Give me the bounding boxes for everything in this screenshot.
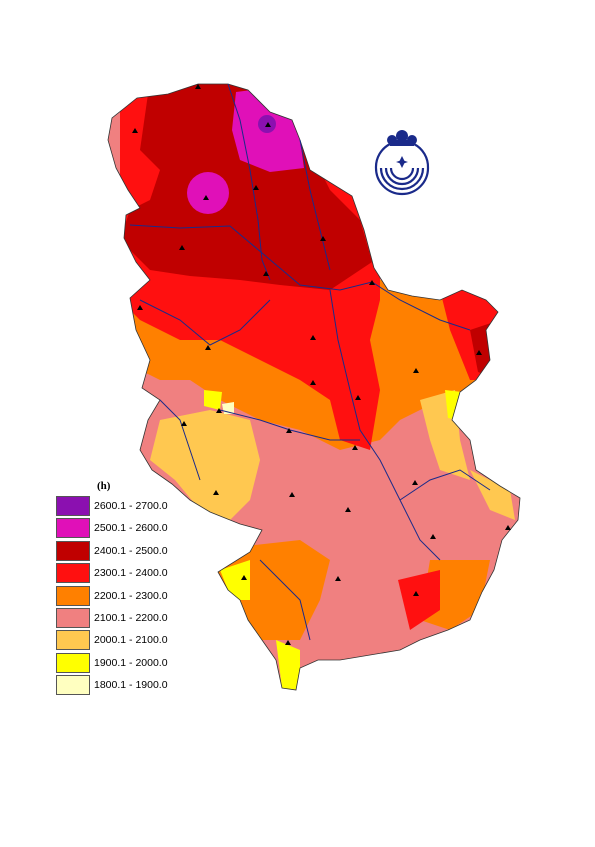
zone-1900-2000-southwest: [220, 560, 250, 600]
legend-swatch: [56, 675, 90, 696]
station-triangle-icon: [195, 84, 201, 89]
legend-label: 2000.1 - 2100.0: [94, 634, 168, 647]
legend-swatch: [56, 585, 90, 606]
legend-label: 2400.1 - 2500.0: [94, 544, 168, 557]
station-triangle-icon: [289, 492, 295, 497]
legend-item: 2200.1 - 2300.0: [56, 585, 196, 608]
station-triangle-icon: [310, 335, 316, 340]
station-triangle-icon: [352, 445, 358, 450]
station-triangle-icon: [430, 534, 436, 539]
legend-label: 2100.1 - 2200.0: [94, 612, 168, 624]
zone-2000-2100-west: [150, 410, 260, 520]
station-triangle-icon: [476, 350, 482, 355]
legend-swatch: [56, 652, 90, 673]
station-triangle-icon: [413, 591, 419, 596]
legend-unit: (h): [97, 480, 111, 492]
station-triangle-icon: [213, 490, 219, 495]
station-triangle-icon: [345, 507, 351, 512]
legend-swatch: [56, 608, 90, 628]
station-triangle-icon: [203, 195, 209, 200]
zone-2300-2400-south: [398, 570, 440, 630]
legend-swatch: [56, 518, 90, 539]
station-triangle-icon: [205, 345, 211, 350]
station-triangle-icon: [310, 380, 316, 385]
station-triangle-icon: [241, 575, 247, 580]
stations: [132, 84, 511, 645]
river-danube: [129, 224, 471, 331]
legend-label: 2300.1 - 2400.0: [94, 567, 168, 580]
zone-1900-2000-west: [204, 390, 222, 410]
legend-item: 2000.1 - 2100.0: [56, 630, 196, 652]
station-triangle-icon: [263, 271, 269, 276]
legend-label: 1800.1 - 1900.0: [94, 679, 168, 692]
river-nisava: [399, 469, 491, 501]
rivers: [129, 83, 491, 641]
hydrometeorological-service-logo-icon: [374, 130, 430, 196]
river-drina: [159, 399, 201, 481]
station-triangle-icon: [265, 122, 271, 127]
legend-item: 2500.1 - 2600.0: [56, 518, 196, 540]
station-triangle-icon: [253, 185, 259, 190]
zone-2000-2100-southeast: [470, 470, 515, 520]
station-triangle-icon: [413, 368, 419, 373]
legend-swatch: [56, 496, 90, 516]
station-triangle-icon: [137, 305, 143, 310]
river-morava: [329, 289, 441, 561]
station-triangle-icon: [355, 395, 361, 400]
river-sava: [139, 299, 271, 346]
legend-item: 1800.1 - 1900.0: [56, 675, 196, 697]
legend-item: 2600.1 - 2700.0: [56, 496, 196, 518]
legend-swatch: [56, 630, 90, 651]
legend-label: 2600.1 - 2700.0: [94, 500, 168, 512]
station-triangle-icon: [285, 640, 291, 645]
river-begej: [299, 139, 331, 271]
legend-swatch: [56, 563, 90, 584]
river-ibar: [259, 559, 311, 641]
station-triangle-icon: [216, 408, 222, 413]
river-tisa: [227, 83, 271, 281]
legend-item: 2300.1 - 2400.0: [56, 563, 196, 585]
legend-item: 2100.1 - 2200.0: [56, 608, 196, 630]
legend-label: 2200.1 - 2300.0: [94, 589, 168, 602]
station-triangle-icon: [179, 245, 185, 250]
station-triangle-icon: [320, 236, 326, 241]
legend-label: 2500.1 - 2600.0: [94, 522, 168, 535]
station-triangle-icon: [505, 525, 511, 530]
station-triangle-icon: [335, 576, 341, 581]
zone-1900-2000-south: [276, 640, 300, 690]
station-triangle-icon: [369, 280, 375, 285]
station-triangle-icon: [286, 428, 292, 433]
zone-2400-2500: [120, 84, 372, 290]
station-triangle-icon: [132, 128, 138, 133]
legend-item: 2400.1 - 2500.0: [56, 540, 196, 563]
station-triangle-icon: [181, 421, 187, 426]
legend-swatch: [56, 540, 90, 561]
zone-2500-2600-west: [187, 172, 229, 214]
station-triangle-icon: [412, 480, 418, 485]
country-border: [107, 83, 521, 691]
legend-item: 1900.1 - 2000.0: [56, 652, 196, 675]
zone-2000-2100-east: [420, 390, 470, 480]
legend-label: 1900.1 - 2000.0: [94, 656, 168, 669]
